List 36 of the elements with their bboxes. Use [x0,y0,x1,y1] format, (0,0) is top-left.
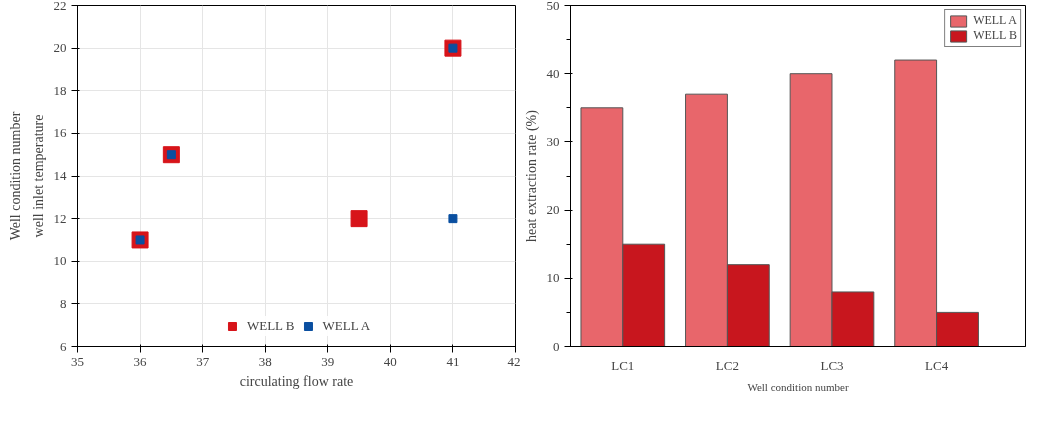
x-tick-label: 42 [507,353,521,369]
legend-label: WELL A [322,318,371,334]
y-tick-label: 30 [546,133,560,149]
x-tick-label: LC2 [715,357,739,373]
y-tick-label: 10 [546,270,560,286]
legend-label: WELL B [246,318,295,334]
x-tick-label: 38 [258,353,272,369]
y-tick-label: 50 [546,0,560,13]
y-tick-label: 0 [553,338,560,354]
y-tick-label: 10 [53,253,67,269]
y-tick-label: 16 [53,125,67,141]
y-tick-label: 40 [546,65,560,81]
x-tick-label: 39 [321,353,335,369]
x-tick-label: 41 [446,353,460,369]
legend-label: WELL B [973,28,1017,43]
y-tick-label: 18 [53,82,67,98]
x-tick-label: LC1 [611,357,635,373]
x-tick-label: 36 [133,353,148,369]
y-tick-label: 22 [53,0,67,13]
x-axis-title: circulating flow rate [239,373,354,389]
y-axis-title: well inlet temperature [30,114,46,238]
y-tick-label: 8 [60,295,67,311]
y-tick-label: 6 [60,338,67,354]
y-axis-title: heat extraction rate (%) [523,109,540,242]
x-tick-label: LC4 [925,357,949,373]
x-tick-label: 35 [71,353,84,369]
x-axis-title: Well condition number [747,380,849,393]
y-tick-label: 20 [546,202,560,218]
y-tick-label: 12 [53,210,67,226]
x-tick-label: 37 [196,353,210,369]
y-tick-label: 20 [53,40,67,56]
legend-label: WELL A [973,13,1017,28]
text: Well condition number [7,111,23,241]
x-tick-label: 40 [383,353,397,369]
y-tick-label: 14 [53,168,67,183]
x-tick-label: LC3 [820,357,844,373]
